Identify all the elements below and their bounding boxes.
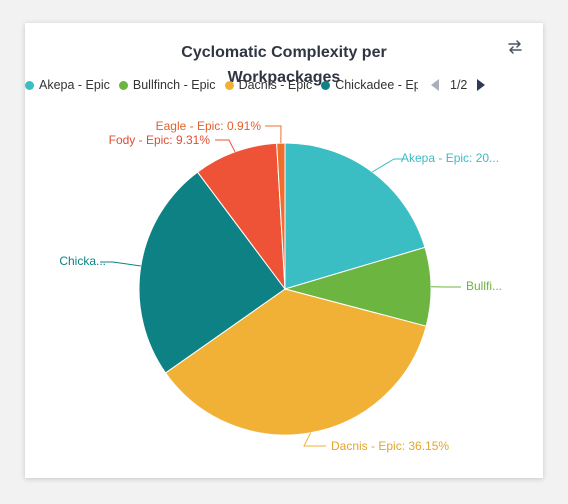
triangle-left-icon[interactable] [431,79,439,91]
pie-slice-chickadee[interactable] [138,171,286,374]
slice-label-fody: Fody - Epic: 9.31% [109,133,211,147]
legend-label-akepa: Akepa - Epic [39,78,110,92]
chart-title-line-1: Cyclomatic Complexity per [181,44,387,61]
leader-line-eagle [265,125,282,144]
legend-dot-bullfinch [118,80,128,90]
legend-page-indicator: 1/2 [450,78,468,92]
slice-label-bullfinch: Bullfi... [466,279,502,293]
legend-dot-chickadee [321,80,331,90]
chart-title: Cyclomatic Complexity per Workpackages [25,40,543,90]
legend-label-bullfinch: Bullfinch - Epic [132,78,216,92]
leader-line-chickadee [100,261,141,267]
leader-line-dacnis [303,432,326,447]
slice-label-eagle: Eagle - Epic: 0.91% [156,119,262,133]
swap-arrows-icon[interactable] [506,38,524,56]
pie-slice-fody[interactable] [196,142,286,291]
pie-slice-eagle[interactable] [276,142,286,290]
slice-label-chickadee: Chicka... [59,254,106,268]
pie-slice-akepa[interactable] [284,142,426,290]
legend-item-bullfinch[interactable]: Bullfinch - Epic [118,78,216,92]
legend-label-chickadee: Chickadee - Epic [335,78,419,92]
legend-label-dacnis: Dacnis - Epic [238,78,313,92]
legend-pager: 1/2 [431,76,486,94]
slice-label-akepa: Akepa - Epic: 20... [401,151,499,165]
triangle-right-icon[interactable] [477,79,486,91]
legend-item-chickadee[interactable]: Chickadee - Epic [321,78,418,92]
leader-line-akepa [372,158,406,173]
leader-line-fody [215,139,236,153]
legend-item-dacnis[interactable]: Dacnis - Epic [224,78,313,92]
legend-dot-akepa [25,80,34,90]
slice-label-dacnis: Dacnis - Epic: 36.15% [331,439,449,453]
legend-item-akepa[interactable]: Akepa - Epic [25,78,110,92]
chart-title-line-2: Workpackages [227,69,341,86]
pie-slice-dacnis[interactable] [164,288,427,436]
chart-legend: Akepa - Epic Bullfinch - Epic Dacnis - E… [25,76,427,94]
legend-dot-dacnis [224,80,234,90]
